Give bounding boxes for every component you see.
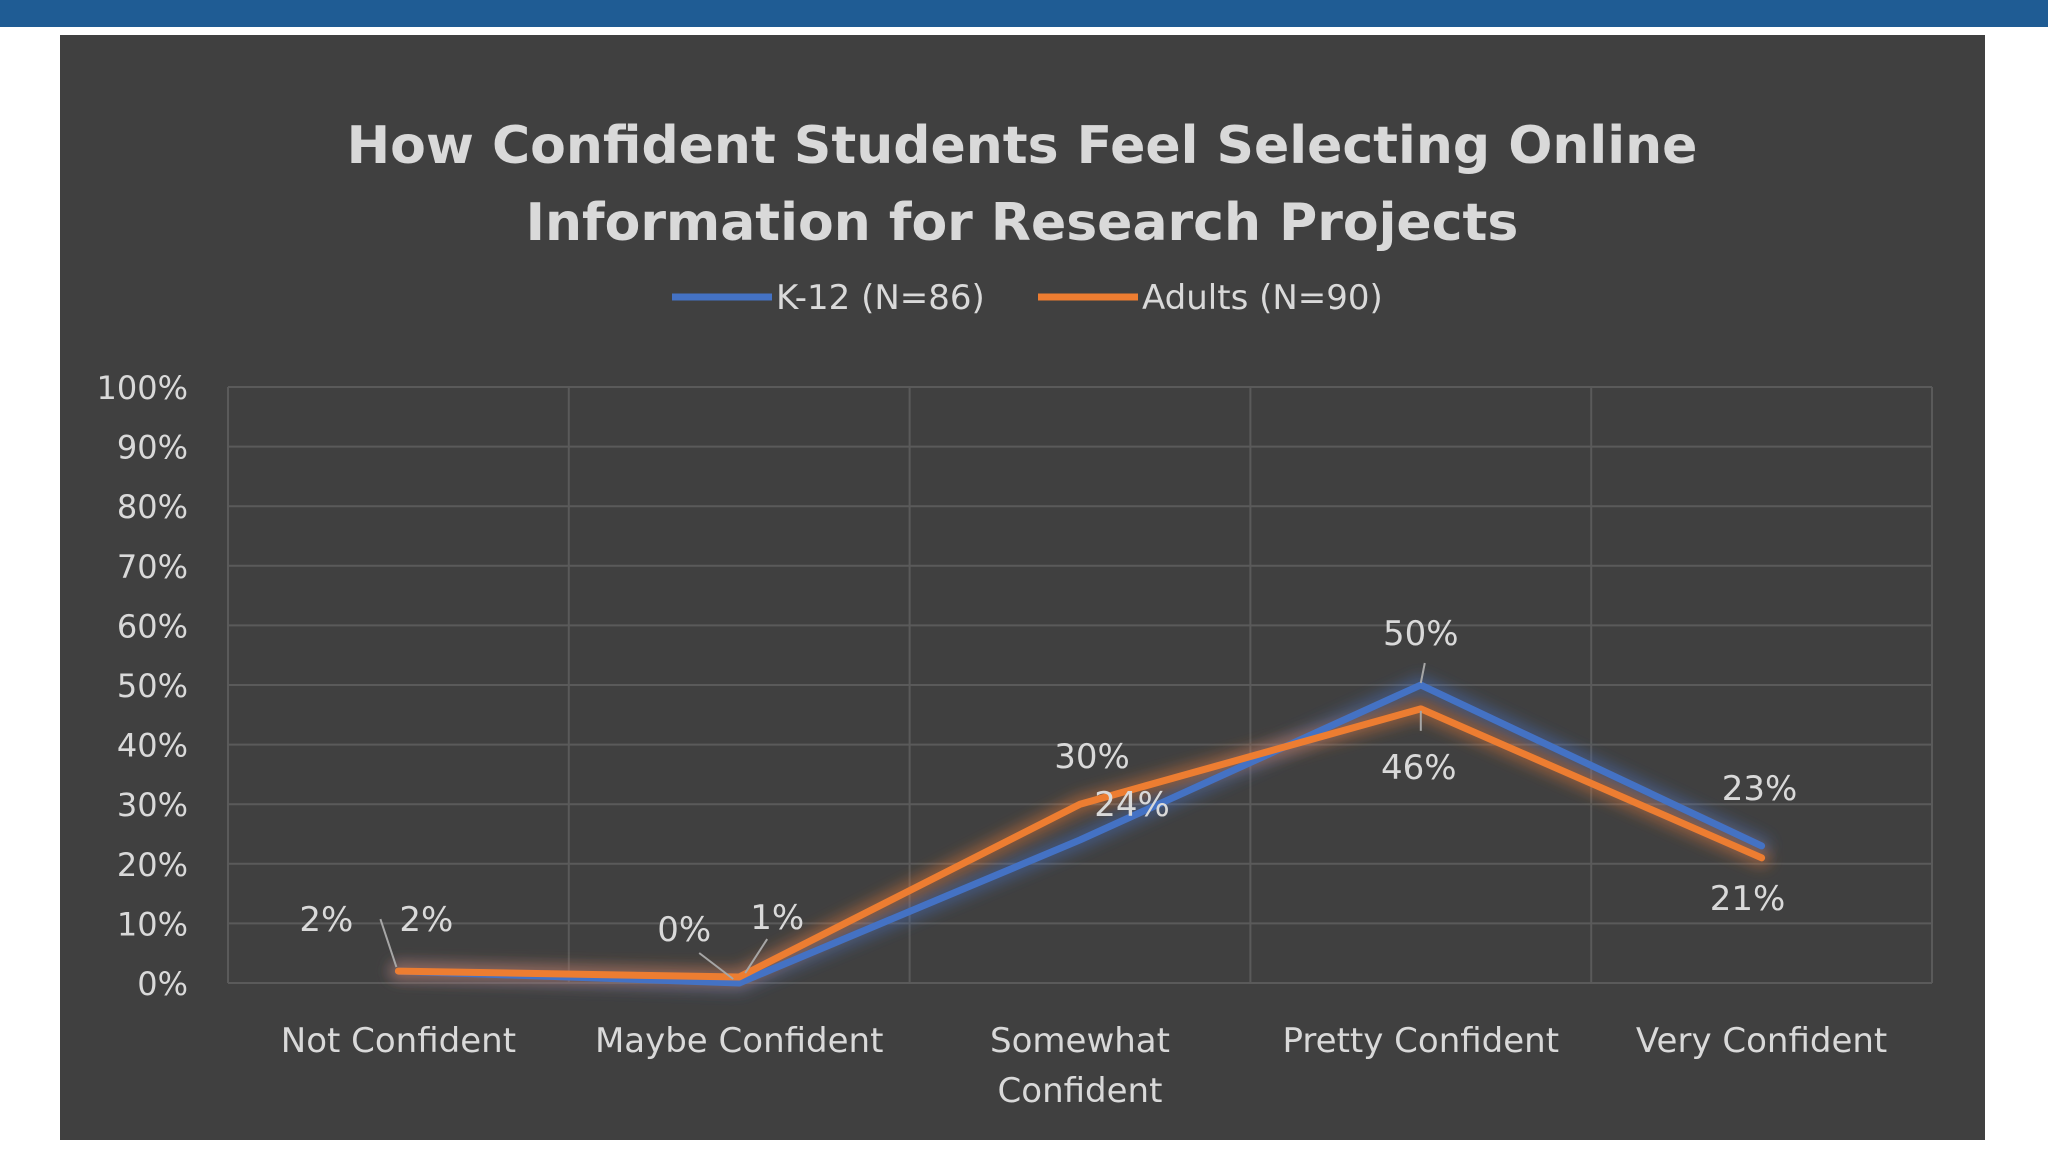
x-tick-label: Somewhat Confident (990, 1021, 1170, 1111)
series-adults-data-label: 46% (1381, 748, 1457, 788)
y-tick-label: 30% (117, 786, 188, 824)
y-tick-label: 50% (117, 667, 188, 705)
legend: K-12 (N=86) Adults (N=90) (672, 278, 1383, 318)
series-adults-line (394, 705, 1766, 981)
series-adults-data-label: 1% (750, 898, 804, 938)
chart-title-line-1: How Confident Students Feel Selecting On… (347, 116, 1698, 176)
y-tick-label: 10% (117, 905, 188, 943)
series-adults-data-label: 21% (1710, 879, 1786, 919)
series-glow (389, 676, 1771, 992)
y-tick-label: 90% (117, 429, 188, 467)
legend-label-adults: Adults (N=90) (1142, 278, 1383, 318)
header-bar (0, 0, 2048, 27)
y-tick-label: 0% (137, 965, 188, 1003)
series-k12-line (394, 681, 1766, 987)
x-tick-label: Not Confident (281, 1021, 516, 1061)
y-tick-label: 20% (117, 846, 188, 884)
legend-label-k12: K-12 (N=86) (776, 278, 985, 318)
series-adults-data-label: 30% (1054, 737, 1130, 777)
y-tick-label: 40% (117, 727, 188, 765)
leader-line (379, 918, 398, 968)
series-lines (394, 681, 1766, 987)
series-adults-data-label: 2% (399, 900, 453, 940)
leader-line (744, 938, 769, 974)
series-k12-data-label: 50% (1383, 614, 1459, 654)
series-k12-glow (389, 676, 1771, 992)
series-k12-data-label: 23% (1722, 769, 1798, 809)
y-tick-label: 100% (97, 369, 188, 407)
leader-line (1419, 662, 1426, 684)
y-tick-label: 70% (117, 548, 188, 586)
series-k12-data-label: 0% (657, 910, 711, 950)
y-tick-label: 80% (117, 488, 188, 526)
y-tick-label: 60% (117, 607, 188, 645)
gridlines (227, 386, 1933, 984)
chart-container: How Confident Students Feel Selecting On… (60, 35, 1985, 1140)
x-axis-ticks: Not Confident Maybe Confident Somewhat Conf… (281, 1021, 1888, 1111)
chart-title-line-2: Information for Research Projects (526, 193, 1519, 253)
x-tick-label: Pretty Confident (1283, 1021, 1560, 1061)
series-k12-data-label: 2% (299, 900, 353, 940)
x-tick-label: Maybe Confident (595, 1021, 884, 1061)
line-chart: How Confident Students Feel Selecting On… (97, 116, 1933, 1111)
y-axis-ticks: 0% 10% 20% 30% 40% 50% 60% 70% 80% 90% 100% (97, 369, 188, 1003)
leader-line (698, 952, 734, 980)
x-tick-label: Very Confident (1636, 1021, 1887, 1061)
series-k12-data-label: 24% (1094, 785, 1170, 825)
data-labels: 2% 0% 24% 50% 23% 2% 1% 30% 46% 21% (299, 614, 1798, 980)
